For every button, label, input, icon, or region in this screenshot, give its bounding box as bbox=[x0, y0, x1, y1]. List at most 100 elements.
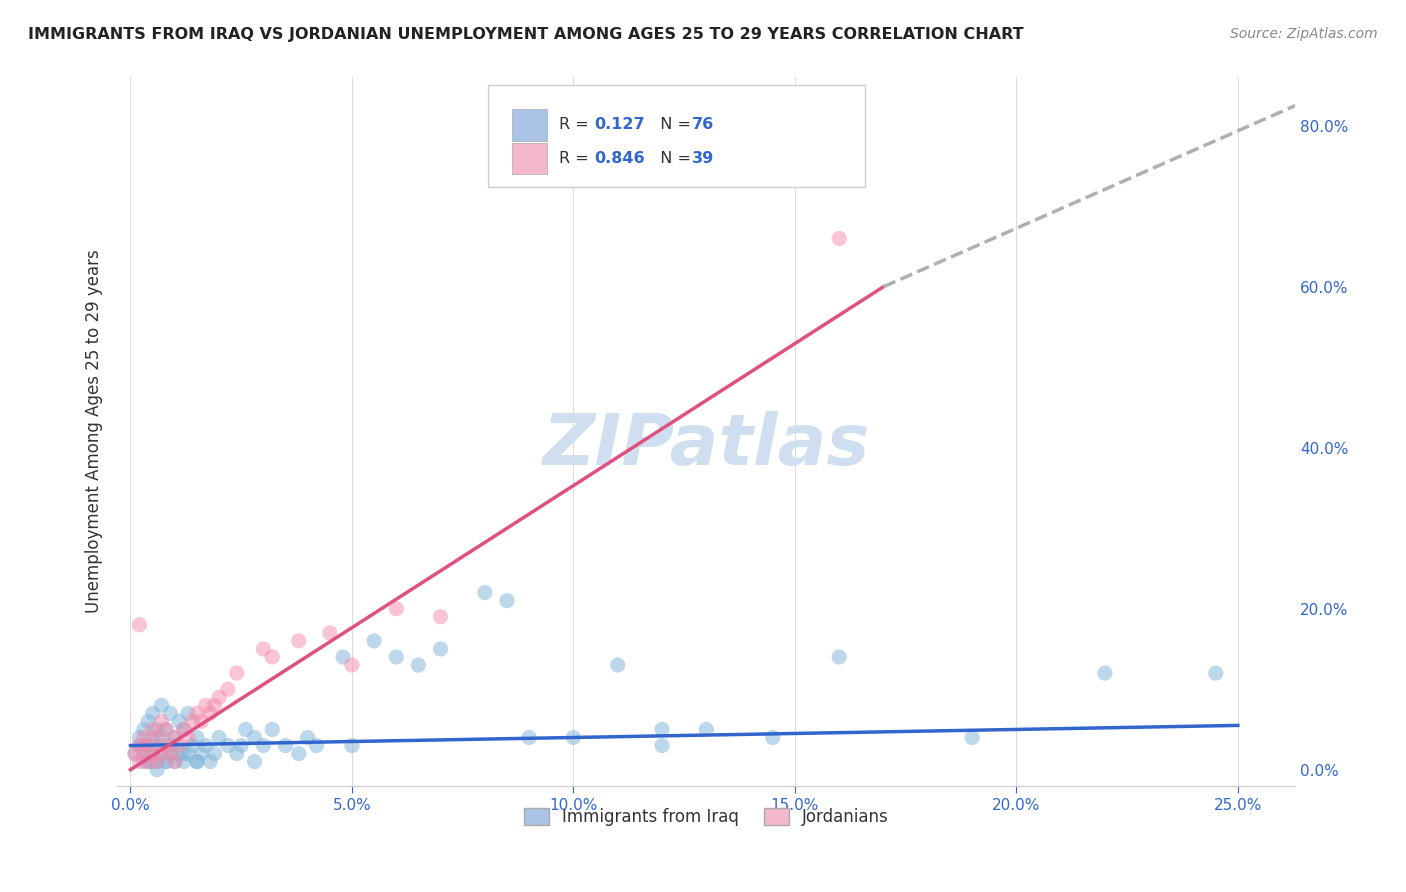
Point bbox=[517, 731, 540, 745]
Point bbox=[150, 731, 173, 745]
Point bbox=[319, 625, 342, 640]
Point bbox=[136, 755, 159, 769]
Text: IMMIGRANTS FROM IRAQ VS JORDANIAN UNEMPLOYMENT AMONG AGES 25 TO 29 YEARS CORRELA: IMMIGRANTS FROM IRAQ VS JORDANIAN UNEMPL… bbox=[28, 27, 1024, 42]
Point bbox=[186, 755, 208, 769]
Point bbox=[262, 650, 284, 665]
Point bbox=[163, 755, 186, 769]
Point bbox=[177, 731, 200, 745]
Text: Source: ZipAtlas.com: Source: ZipAtlas.com bbox=[1230, 27, 1378, 41]
Point bbox=[150, 698, 173, 713]
Point bbox=[146, 763, 169, 777]
Point bbox=[340, 739, 363, 753]
Point bbox=[385, 601, 408, 615]
Point bbox=[159, 739, 181, 753]
Point bbox=[142, 731, 165, 745]
Point bbox=[243, 731, 266, 745]
Point bbox=[128, 731, 150, 745]
Point bbox=[252, 642, 274, 657]
FancyBboxPatch shape bbox=[512, 143, 547, 175]
Text: N =: N = bbox=[650, 118, 696, 132]
Point bbox=[163, 755, 186, 769]
Point bbox=[136, 755, 159, 769]
FancyBboxPatch shape bbox=[512, 110, 547, 141]
Point bbox=[155, 755, 177, 769]
Point bbox=[159, 706, 181, 721]
Point bbox=[167, 739, 190, 753]
Point bbox=[146, 731, 169, 745]
Point bbox=[297, 731, 319, 745]
Point bbox=[173, 755, 195, 769]
Point bbox=[124, 747, 146, 761]
Y-axis label: Unemployment Among Ages 25 to 29 years: Unemployment Among Ages 25 to 29 years bbox=[86, 250, 103, 614]
Point bbox=[252, 739, 274, 753]
Point bbox=[167, 714, 190, 729]
Point bbox=[155, 739, 177, 753]
Point bbox=[274, 739, 297, 753]
Point bbox=[474, 585, 496, 599]
Point bbox=[177, 706, 200, 721]
Point bbox=[146, 755, 169, 769]
Point bbox=[828, 231, 851, 245]
Point bbox=[136, 714, 159, 729]
Point bbox=[262, 723, 284, 737]
Point bbox=[204, 747, 226, 761]
Point bbox=[155, 723, 177, 737]
Point bbox=[332, 650, 354, 665]
Point bbox=[150, 714, 173, 729]
Point bbox=[186, 731, 208, 745]
Point bbox=[429, 642, 451, 657]
Point bbox=[231, 739, 253, 753]
Point bbox=[496, 593, 519, 607]
Point bbox=[204, 698, 226, 713]
Point bbox=[288, 747, 311, 761]
Point bbox=[132, 723, 155, 737]
Point bbox=[606, 658, 628, 673]
Point bbox=[429, 609, 451, 624]
Legend: Immigrants from Iraq, Jordanians: Immigrants from Iraq, Jordanians bbox=[516, 799, 897, 834]
Text: N =: N = bbox=[650, 151, 696, 166]
Point bbox=[651, 739, 673, 753]
Point bbox=[208, 731, 231, 745]
Point bbox=[128, 617, 150, 632]
Point bbox=[177, 747, 200, 761]
Point bbox=[194, 698, 217, 713]
Point bbox=[186, 706, 208, 721]
Point bbox=[173, 723, 195, 737]
Point bbox=[163, 731, 186, 745]
Text: 0.846: 0.846 bbox=[595, 151, 645, 166]
FancyBboxPatch shape bbox=[488, 85, 865, 187]
Point bbox=[136, 739, 159, 753]
Point bbox=[132, 739, 155, 753]
Point bbox=[190, 747, 212, 761]
Text: 0.127: 0.127 bbox=[595, 118, 645, 132]
Point bbox=[225, 666, 247, 681]
Point bbox=[163, 731, 186, 745]
Point bbox=[385, 650, 408, 665]
Point bbox=[142, 706, 165, 721]
Point bbox=[243, 755, 266, 769]
Point bbox=[132, 747, 155, 761]
Text: 39: 39 bbox=[692, 151, 714, 166]
Point bbox=[363, 633, 385, 648]
Point bbox=[150, 747, 173, 761]
Point bbox=[181, 739, 204, 753]
Point bbox=[142, 747, 165, 761]
Text: ZIPatlas: ZIPatlas bbox=[543, 411, 870, 480]
Point bbox=[288, 633, 311, 648]
Point bbox=[150, 747, 173, 761]
Point bbox=[194, 739, 217, 753]
Point bbox=[235, 723, 257, 737]
Point bbox=[159, 747, 181, 761]
Point bbox=[146, 755, 169, 769]
Point bbox=[155, 723, 177, 737]
Point bbox=[173, 723, 195, 737]
Point bbox=[200, 755, 222, 769]
Text: R =: R = bbox=[560, 118, 593, 132]
Point bbox=[167, 747, 190, 761]
Point bbox=[142, 723, 165, 737]
Point bbox=[186, 755, 208, 769]
Point bbox=[124, 747, 146, 761]
Point bbox=[200, 706, 222, 721]
Point bbox=[128, 755, 150, 769]
Point bbox=[960, 731, 983, 745]
